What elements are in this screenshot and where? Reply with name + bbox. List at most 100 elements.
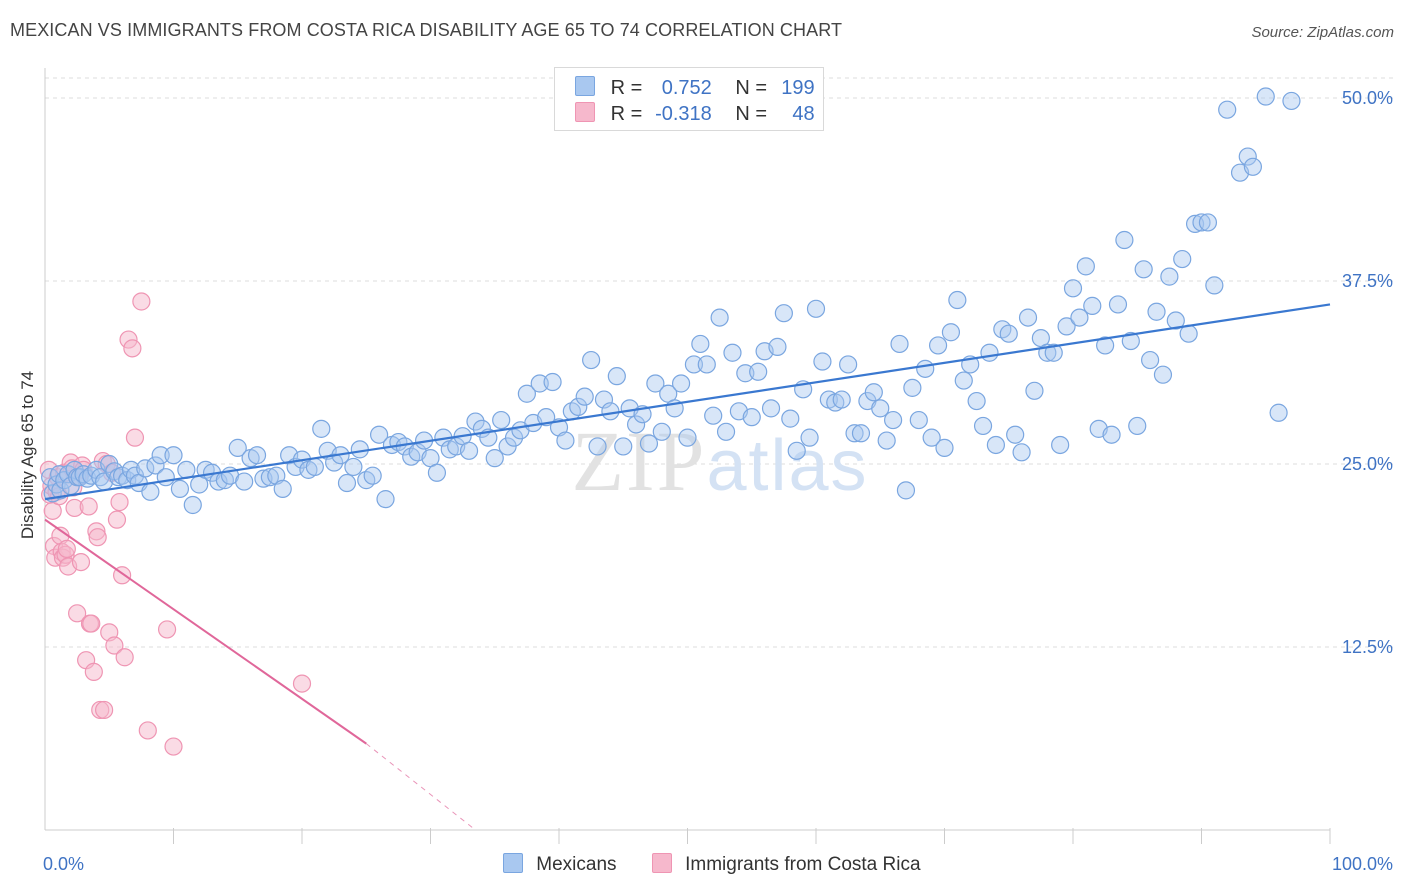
legend-mexicans: Mexicans	[536, 854, 617, 875]
data-point-mexicans	[466, 412, 485, 431]
data-point-mexicans	[582, 350, 601, 370]
data-point-mexicans	[1147, 302, 1166, 321]
data-point-mexicans	[151, 446, 170, 465]
data-point-mexicans	[363, 466, 382, 485]
data-point-costa-rica	[79, 497, 98, 516]
data-point-mexicans	[800, 428, 819, 447]
trendline-costa-rica-extension	[365, 743, 476, 831]
data-point-mexicans	[459, 441, 479, 460]
data-point-mexicans	[1083, 296, 1102, 315]
data-point-mexicans	[710, 308, 729, 327]
y-tick-label: 50.0%	[1342, 88, 1393, 108]
grid-lines	[45, 77, 1395, 648]
trendline-costa-rica	[44, 518, 367, 745]
legend-n-label: N =	[735, 103, 768, 125]
data-point-mexicans	[781, 409, 800, 428]
data-point-mexicans	[575, 387, 594, 406]
stats-legend: R = 0.752 N = 199 R = -0.318 N = 48	[554, 67, 824, 131]
data-point-costa-rica	[84, 662, 103, 681]
data-point-mexicans	[646, 374, 665, 393]
legend-row-costa-rica: R = -0.318 N = 48	[575, 102, 815, 126]
data-point-costa-rica	[125, 428, 145, 447]
data-point-mexicans	[569, 397, 588, 417]
axes	[44, 68, 1331, 844]
data-point-mexicans	[1243, 157, 1263, 176]
data-point-mexicans	[954, 371, 973, 390]
data-point-mexicans	[716, 422, 736, 441]
data-point-mexicans	[183, 495, 202, 515]
data-point-mexicans	[1192, 213, 1211, 232]
data-point-mexicans	[1218, 100, 1237, 119]
watermark: ZIPatlas	[571, 413, 868, 509]
data-point-mexicans	[517, 384, 536, 403]
data-point-mexicans	[678, 428, 697, 447]
data-point-costa-rica	[115, 648, 134, 667]
x-tick-label-max: 100.0%	[1332, 854, 1393, 874]
data-point-mexicans	[749, 362, 768, 381]
data-point-mexicans	[935, 438, 954, 457]
data-point-mexicans	[1238, 147, 1257, 166]
data-point-mexicans	[1051, 435, 1070, 455]
data-point-mexicans	[813, 352, 832, 371]
chart-title: MEXICAN VS IMMIGRANTS FROM COSTA RICA DI…	[10, 20, 843, 40]
data-point-mexicans	[1269, 403, 1288, 422]
data-point-mexicans	[774, 304, 793, 323]
data-point-mexicans	[626, 415, 646, 434]
y-tick-label: 12.5%	[1342, 637, 1393, 657]
data-point-mexicans	[1115, 230, 1134, 250]
data-point-mexicans	[146, 456, 165, 475]
mexicans-swatch	[575, 76, 595, 96]
legend-r-label: R =	[610, 103, 643, 125]
data-point-mexicans	[768, 337, 787, 356]
data-point-mexicans	[723, 343, 742, 362]
data-point-mexicans	[537, 408, 556, 427]
source-label: Source: ZipAtlas.com	[1251, 24, 1394, 41]
data-point-mexicans	[170, 479, 190, 498]
data-point-mexicans	[312, 419, 331, 438]
data-point-mexicans	[1057, 317, 1076, 336]
data-point-mexicans	[1108, 295, 1128, 314]
data-point-mexicans	[1102, 425, 1121, 444]
data-point-mexicans	[864, 383, 883, 402]
data-point-mexicans	[896, 481, 916, 500]
data-point-mexicans	[1076, 257, 1095, 276]
data-point-mexicans	[871, 399, 890, 418]
legend-r-value: 0.752	[661, 77, 712, 99]
data-point-mexicans	[485, 449, 504, 468]
y-tick-label: 25.0%	[1342, 454, 1393, 474]
data-point-mexicans	[986, 435, 1006, 455]
data-point-costa-rica	[164, 737, 183, 756]
data-point-mexicans	[1282, 91, 1301, 111]
data-point-costa-rica	[95, 700, 114, 720]
data-point-mexicans	[851, 424, 871, 443]
trendline-mexicans	[44, 303, 1331, 501]
data-point-mexicans	[556, 431, 575, 450]
data-point-mexicans	[1121, 331, 1140, 351]
data-point-mexicans	[344, 457, 363, 477]
data-point-mexicans	[980, 343, 999, 362]
data-point-costa-rica	[57, 539, 76, 559]
data-point-mexicans	[1006, 425, 1025, 444]
data-point-costa-rica	[123, 339, 142, 358]
data-point-mexicans	[1166, 311, 1185, 330]
data-point-mexicans	[51, 481, 70, 500]
x-tick-label-min: 0.0%	[43, 854, 84, 874]
data-point-mexicans	[1096, 336, 1115, 355]
data-point-mexicans	[1128, 416, 1147, 436]
data-point-mexicans	[247, 446, 267, 465]
data-point-mexicans	[787, 441, 806, 460]
data-point-mexicans	[839, 355, 858, 374]
data-point-mexicans	[704, 406, 723, 425]
data-point-mexicans	[806, 299, 826, 318]
data-point-mexicans	[909, 410, 928, 430]
data-point-mexicans	[761, 399, 781, 418]
data-point-mexicans	[305, 457, 324, 477]
data-point-mexicans	[325, 453, 344, 472]
data-point-mexicans	[588, 437, 607, 456]
data-point-mexicans	[973, 416, 993, 436]
data-point-mexicans	[136, 459, 155, 478]
data-point-mexicans	[948, 290, 967, 310]
data-point-mexicans	[928, 336, 948, 355]
legend-row-mexicans: R = 0.752 N = 199	[575, 76, 815, 100]
